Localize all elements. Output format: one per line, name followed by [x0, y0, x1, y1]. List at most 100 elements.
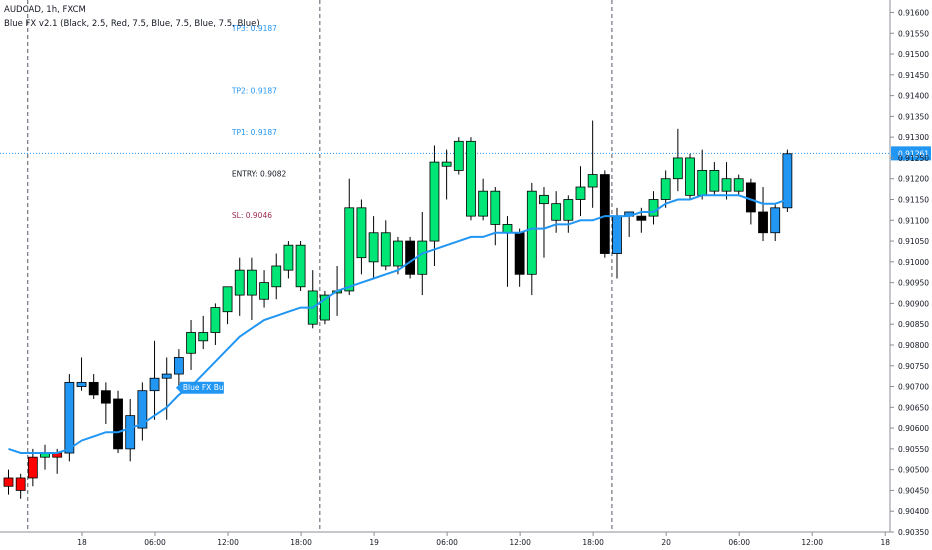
y-tick-label: 0.91150 [898, 196, 929, 205]
candle[interactable] [429, 145, 440, 266]
candle-body [234, 269, 245, 296]
candle[interactable] [770, 203, 781, 242]
candle[interactable] [697, 149, 708, 200]
candle-body [88, 381, 99, 396]
candle[interactable] [344, 178, 355, 296]
candle[interactable] [758, 187, 768, 242]
candle[interactable] [660, 170, 671, 208]
candle[interactable] [502, 216, 513, 287]
candle[interactable] [466, 137, 476, 221]
candle[interactable] [259, 270, 269, 308]
candle-body [539, 194, 549, 205]
candle[interactable] [356, 199, 367, 275]
candle-body [758, 211, 768, 234]
candle[interactable] [526, 182, 537, 296]
candle[interactable] [137, 382, 148, 441]
candle[interactable] [246, 257, 257, 321]
candle[interactable] [672, 128, 683, 192]
annotation-label: TP1: 0.9187 [231, 128, 277, 137]
candle[interactable] [222, 286, 233, 325]
candle-body [356, 207, 367, 259]
candle-body [186, 332, 196, 354]
candle[interactable] [125, 399, 136, 462]
x-tick-label: 06:00 [728, 538, 750, 547]
candle[interactable] [551, 191, 562, 233]
candle[interactable] [563, 195, 574, 233]
indicator-label: Blue FX v2.1 (Black, 2.5, Red, 7.5, Blue… [4, 19, 260, 29]
candle[interactable] [490, 187, 501, 246]
y-tick-label: 0.91450 [898, 71, 929, 80]
candle-body [502, 224, 513, 234]
candle-body [417, 240, 428, 275]
candle[interactable] [88, 374, 99, 399]
signal-box [179, 381, 224, 394]
candle[interactable] [271, 253, 282, 300]
candle-body [344, 207, 355, 292]
candle[interactable] [210, 303, 221, 345]
candle[interactable] [405, 236, 416, 279]
candle[interactable] [393, 236, 403, 275]
candle[interactable] [3, 469, 14, 495]
candle-body [283, 244, 294, 271]
candle[interactable] [320, 290, 330, 325]
candle[interactable] [441, 149, 452, 200]
candle[interactable] [733, 174, 744, 196]
candle[interactable] [173, 349, 184, 387]
candle-body [3, 477, 14, 487]
candle-body [271, 265, 282, 288]
candle[interactable] [100, 382, 111, 424]
candle[interactable] [612, 207, 622, 279]
candle[interactable] [648, 191, 659, 225]
y-tick-label: 0.90900 [898, 299, 929, 308]
candle[interactable] [685, 153, 695, 200]
candle[interactable] [161, 357, 172, 420]
candle[interactable] [587, 120, 598, 208]
candle[interactable] [149, 340, 160, 420]
candle-body [612, 215, 622, 254]
candle[interactable] [234, 257, 245, 316]
candle[interactable] [295, 241, 306, 291]
y-tick-label: 0.90650 [898, 403, 929, 412]
candle[interactable] [113, 390, 123, 454]
candle[interactable] [64, 374, 75, 462]
candle[interactable] [478, 178, 489, 221]
candle-body [295, 244, 306, 288]
candle[interactable] [575, 166, 586, 217]
candle[interactable] [76, 357, 87, 391]
candle[interactable] [40, 444, 50, 470]
y-tick-label: 0.90550 [898, 445, 929, 454]
candle-body [551, 203, 562, 221]
time-axis[interactable]: 18 06:00 12:00 18:00 19 06:00 12:00 18:00 20 06:0… [0, 531, 890, 547]
candle[interactable] [368, 216, 379, 279]
candle[interactable] [721, 162, 732, 200]
price-axis[interactable]: 0.91600 0.91550 0.91500 0.91450 0.91400 0.913… [889, 0, 929, 537]
candle-body [368, 232, 379, 263]
candles[interactable] [3, 120, 793, 499]
candle[interactable] [782, 149, 793, 212]
candle-body [259, 282, 269, 300]
candle[interactable] [307, 270, 318, 329]
signal-text: Blue FX Buy [183, 383, 229, 392]
candle-body [563, 199, 574, 221]
candle[interactable] [186, 320, 196, 370]
candle[interactable] [27, 448, 38, 487]
candle[interactable] [283, 241, 294, 279]
candle[interactable] [198, 315, 209, 350]
candle-body [648, 199, 659, 217]
annotations: TP3: 0.9187 TP2: 0.9187 TP1: 0.9187 ENTRY: … [231, 24, 287, 220]
ma-series [8, 194, 788, 454]
candle-body [380, 232, 391, 267]
candle[interactable] [380, 220, 391, 271]
candle[interactable] [599, 170, 610, 258]
candle-body [76, 381, 87, 387]
candle[interactable] [514, 228, 525, 287]
x-tick-label: 18 [77, 538, 87, 547]
candle[interactable] [453, 137, 464, 175]
candle[interactable] [15, 473, 26, 499]
y-tick-label: 0.90700 [898, 383, 929, 392]
candle-body [429, 161, 440, 242]
candle[interactable] [539, 187, 549, 258]
candle-body [466, 140, 476, 217]
candle[interactable] [709, 162, 720, 196]
